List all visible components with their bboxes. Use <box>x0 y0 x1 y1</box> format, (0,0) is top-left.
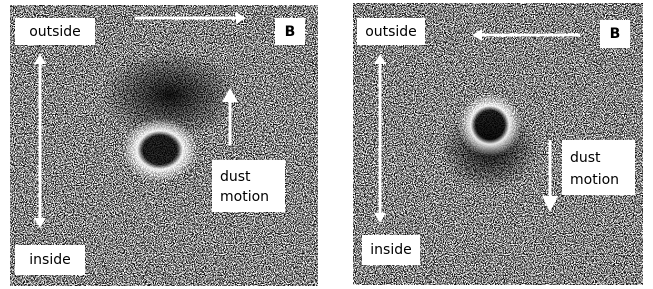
page: outside B inside dust motion outside B i… <box>0 0 653 289</box>
panel-left: outside B inside dust motion <box>10 5 318 286</box>
label-outside: outside <box>29 24 81 40</box>
label-dust: dust <box>570 150 601 166</box>
label-dust: dust <box>220 169 251 185</box>
label-motion: motion <box>570 172 619 188</box>
dust-blob <box>122 118 198 182</box>
label-inside: inside <box>29 252 70 268</box>
figure: outside B inside dust motion outside B i… <box>0 0 653 289</box>
panel-right: outside B inside dust motion <box>353 3 643 285</box>
dust-blob <box>458 93 522 157</box>
label-motion: motion <box>220 189 269 205</box>
label-inside: inside <box>370 242 411 258</box>
label-b: B <box>285 24 296 40</box>
label-outside: outside <box>365 24 417 40</box>
label-b: B <box>610 26 621 42</box>
